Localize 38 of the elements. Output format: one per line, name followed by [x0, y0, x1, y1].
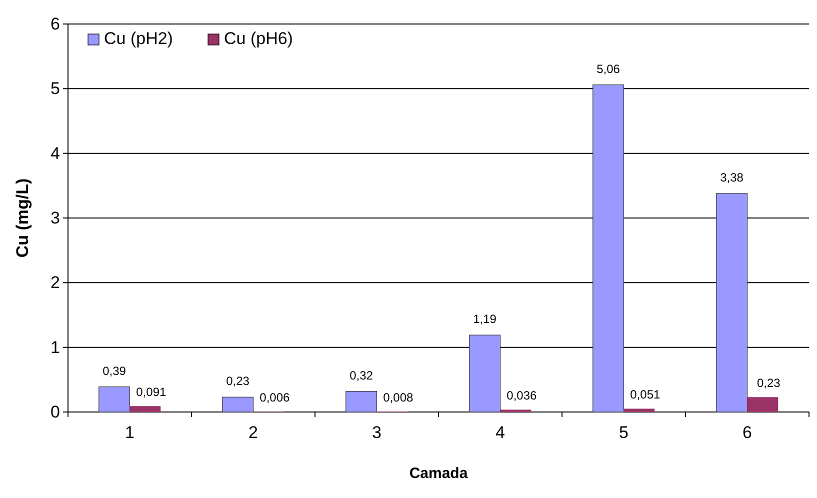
y-tick-label: 3 [50, 208, 60, 228]
bar [130, 406, 161, 412]
data-label: 0,051 [630, 388, 661, 402]
bar [716, 193, 748, 412]
x-tick-label: 4 [496, 423, 505, 442]
bar [98, 386, 130, 412]
data-label: 0,036 [506, 388, 538, 403]
x-axis-title: Camada [409, 465, 468, 482]
y-axis-title: Cu (mg/L) [13, 178, 32, 258]
bar [469, 334, 501, 412]
data-label: 1,19 [473, 312, 497, 326]
data-label: 0,32 [350, 368, 374, 382]
bar [747, 397, 778, 412]
y-tick-label: 5 [50, 79, 60, 98]
legend-label: Cu (pH6) [224, 29, 293, 48]
data-label: 5,06 [596, 62, 620, 76]
x-tick-label: 6 [742, 423, 752, 442]
x-tick-label: 3 [372, 423, 382, 442]
y-tick-label: 4 [50, 144, 60, 163]
bar [222, 396, 254, 412]
data-label: 0,008 [383, 390, 414, 404]
data-label: 0,39 [102, 364, 126, 378]
y-tick-label: 6 [50, 14, 60, 34]
data-label: 0,23 [757, 376, 781, 390]
y-tick-label: 0 [50, 402, 60, 422]
bar [592, 84, 624, 412]
data-label: 0,091 [136, 385, 167, 400]
data-label: 0,23 [226, 374, 250, 388]
legend-label: Cu (pH2) [104, 29, 173, 48]
y-tick-label: 2 [50, 273, 60, 292]
x-tick-label: 5 [619, 423, 628, 442]
x-tick-label: 1 [125, 423, 134, 442]
data-label: 0,006 [260, 390, 290, 405]
data-label: 3,38 [720, 170, 744, 184]
y-tick-label: 1 [50, 338, 60, 357]
bar [624, 408, 655, 412]
x-tick-label: 2 [248, 423, 258, 442]
bar [346, 391, 378, 412]
